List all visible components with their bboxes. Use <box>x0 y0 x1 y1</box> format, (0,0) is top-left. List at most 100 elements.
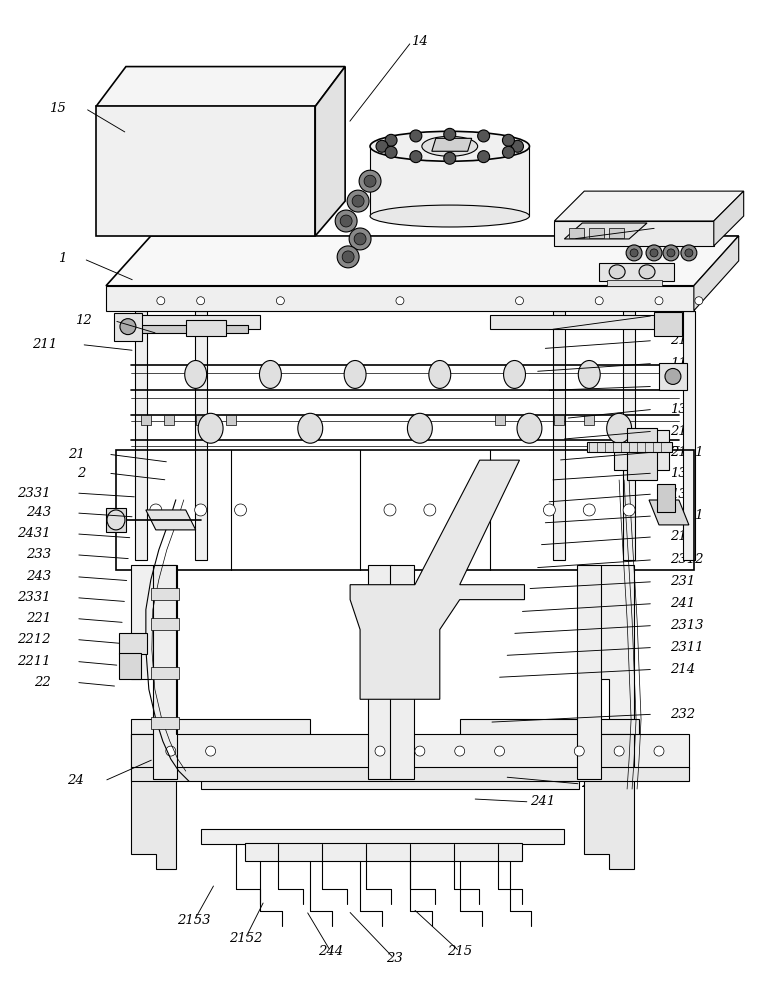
Bar <box>490 315 669 329</box>
Polygon shape <box>525 415 535 425</box>
Polygon shape <box>649 500 689 525</box>
Polygon shape <box>196 415 206 425</box>
Text: 221: 221 <box>26 612 51 625</box>
Circle shape <box>614 746 624 756</box>
Bar <box>131 734 689 769</box>
Bar <box>553 311 565 560</box>
Circle shape <box>477 151 490 163</box>
Circle shape <box>685 249 693 257</box>
Polygon shape <box>106 286 694 311</box>
Polygon shape <box>106 236 739 286</box>
Polygon shape <box>579 565 634 734</box>
Ellipse shape <box>517 413 542 443</box>
Ellipse shape <box>298 413 323 443</box>
Polygon shape <box>96 67 345 106</box>
Bar <box>659 363 687 390</box>
Circle shape <box>444 152 456 164</box>
Bar <box>607 280 662 286</box>
Circle shape <box>376 140 388 152</box>
Circle shape <box>335 210 357 232</box>
Text: 2: 2 <box>76 467 85 480</box>
Circle shape <box>410 130 422 142</box>
Text: 2331: 2331 <box>18 591 51 604</box>
Bar <box>390 565 414 779</box>
Bar <box>121 315 260 329</box>
Text: 2313: 2313 <box>670 619 703 632</box>
Bar <box>683 311 695 560</box>
Circle shape <box>495 746 505 756</box>
Text: 2312: 2312 <box>670 553 703 566</box>
Ellipse shape <box>344 361 366 388</box>
Circle shape <box>623 504 635 516</box>
Text: 244: 244 <box>318 945 343 958</box>
Circle shape <box>349 228 371 250</box>
Circle shape <box>166 746 176 756</box>
Circle shape <box>503 134 514 146</box>
Circle shape <box>646 245 662 261</box>
Circle shape <box>663 245 679 261</box>
Bar <box>114 313 142 341</box>
Text: 243: 243 <box>26 570 51 583</box>
Ellipse shape <box>370 205 529 227</box>
Polygon shape <box>96 106 315 236</box>
Text: 16: 16 <box>674 221 691 234</box>
Circle shape <box>575 746 584 756</box>
Ellipse shape <box>429 361 451 388</box>
Bar <box>151 618 179 630</box>
Circle shape <box>194 504 207 516</box>
Polygon shape <box>350 460 525 699</box>
Text: 213: 213 <box>670 425 695 438</box>
Text: 231: 231 <box>670 575 695 588</box>
Bar <box>186 320 226 336</box>
Ellipse shape <box>422 136 477 156</box>
Text: 14: 14 <box>412 35 428 48</box>
Circle shape <box>424 504 436 516</box>
Bar <box>569 228 584 238</box>
Text: 2212: 2212 <box>18 633 51 646</box>
Text: 233: 233 <box>26 548 51 561</box>
Text: 1: 1 <box>58 252 67 265</box>
Circle shape <box>464 504 476 516</box>
Text: 243: 243 <box>26 506 51 519</box>
Polygon shape <box>164 415 174 425</box>
Polygon shape <box>714 191 744 246</box>
Polygon shape <box>555 415 565 425</box>
Ellipse shape <box>370 131 529 161</box>
Polygon shape <box>555 221 714 246</box>
Ellipse shape <box>503 361 526 388</box>
Bar <box>623 311 635 560</box>
Bar <box>135 311 147 560</box>
Polygon shape <box>431 138 472 151</box>
Text: 2153: 2153 <box>177 914 211 927</box>
Circle shape <box>235 504 246 516</box>
Bar <box>151 588 179 600</box>
Bar <box>119 633 147 654</box>
Ellipse shape <box>184 361 207 388</box>
Circle shape <box>396 297 404 305</box>
Text: 214: 214 <box>670 663 695 676</box>
Text: 12: 12 <box>670 309 687 322</box>
Circle shape <box>665 368 681 384</box>
Polygon shape <box>146 510 196 530</box>
Text: 2331: 2331 <box>18 487 51 500</box>
Text: 215: 215 <box>447 945 472 958</box>
Bar <box>153 565 177 779</box>
Bar <box>200 769 579 789</box>
Circle shape <box>583 504 595 516</box>
Circle shape <box>415 746 425 756</box>
Circle shape <box>157 297 164 305</box>
Bar <box>131 767 689 781</box>
Circle shape <box>359 170 381 192</box>
Ellipse shape <box>609 265 625 279</box>
Text: 12: 12 <box>670 380 687 393</box>
Circle shape <box>384 504 396 516</box>
Circle shape <box>276 297 285 305</box>
Text: 13: 13 <box>670 403 687 416</box>
Bar <box>151 717 179 729</box>
Bar <box>654 312 682 336</box>
Polygon shape <box>555 191 744 221</box>
Circle shape <box>385 134 397 146</box>
Text: 241: 241 <box>529 795 555 808</box>
Circle shape <box>595 297 603 305</box>
Circle shape <box>354 233 366 245</box>
